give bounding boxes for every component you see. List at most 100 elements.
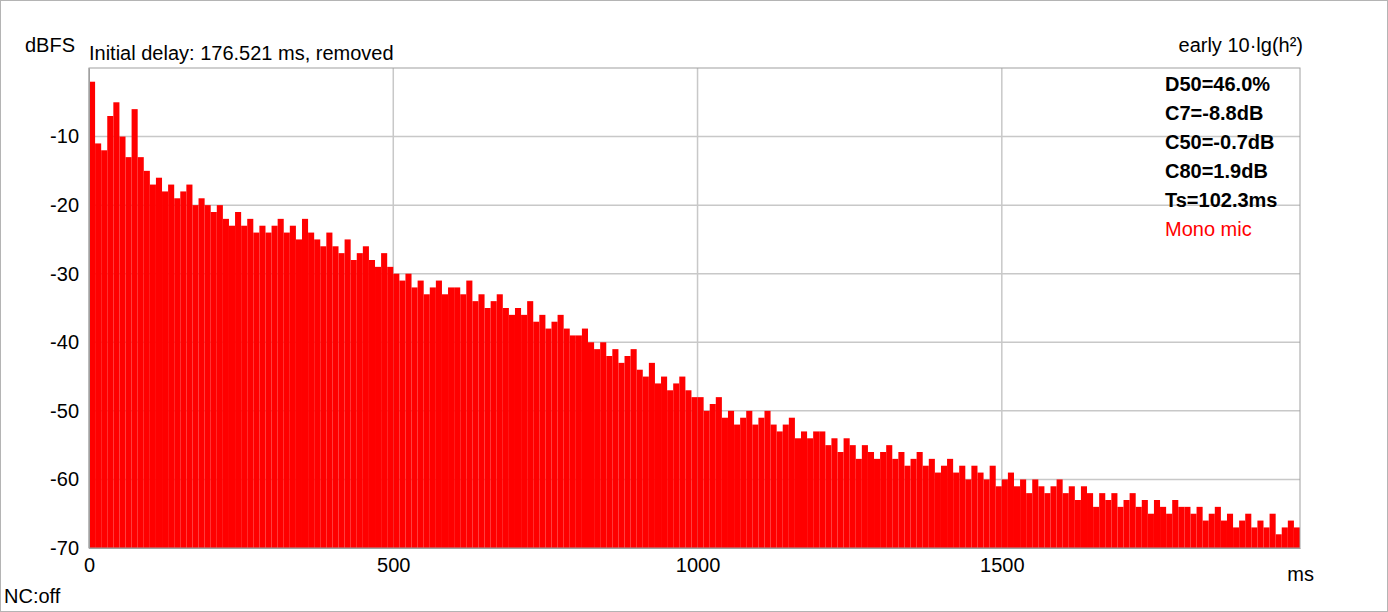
x-axis-line <box>90 548 1301 549</box>
bar <box>1203 521 1209 548</box>
bar <box>314 239 320 548</box>
bar <box>448 287 454 548</box>
bar <box>1050 486 1056 548</box>
bar <box>643 377 649 548</box>
bar <box>1294 527 1300 548</box>
bar <box>442 294 448 548</box>
bar <box>752 425 758 548</box>
bar <box>923 466 929 548</box>
bar <box>241 226 247 548</box>
bar <box>1245 514 1251 548</box>
bar <box>959 466 965 548</box>
x-tick-label: 0 <box>84 554 95 576</box>
bar <box>990 466 996 548</box>
bar <box>1282 527 1288 548</box>
bar <box>856 459 862 548</box>
annotation: C80=1.9dB <box>1165 160 1268 182</box>
grid <box>89 68 1300 548</box>
bar <box>917 452 923 548</box>
y-tick-label: -20 <box>50 194 79 216</box>
bar <box>734 425 740 548</box>
bar <box>1239 521 1245 548</box>
bar <box>1251 527 1257 548</box>
bar <box>819 431 825 548</box>
bar <box>1008 473 1014 548</box>
bar <box>1026 493 1032 548</box>
bar <box>728 411 734 548</box>
bar <box>1069 486 1075 548</box>
bar <box>1184 507 1190 548</box>
bar <box>1093 507 1099 548</box>
bar <box>789 418 795 548</box>
x-axis: 050010001500 <box>84 548 1301 576</box>
bar <box>180 191 186 548</box>
bar <box>783 425 789 548</box>
bar <box>174 198 180 548</box>
bar <box>996 486 1002 548</box>
bar <box>229 226 235 548</box>
bar <box>1227 514 1233 548</box>
bar <box>126 157 132 548</box>
legend-entry: Mono mic <box>1165 218 1252 240</box>
bar <box>740 418 746 548</box>
title: Initial delay: 176.521 ms, removed <box>89 42 394 64</box>
bar <box>332 246 338 548</box>
bars <box>89 82 1300 548</box>
bar <box>1130 493 1136 548</box>
bar <box>412 287 418 548</box>
bar <box>704 411 710 548</box>
bar <box>862 445 868 548</box>
bar <box>533 322 539 548</box>
bar <box>935 473 941 548</box>
y-tick-label: -60 <box>50 468 79 490</box>
bar <box>637 370 643 548</box>
x-tick-label: 1500 <box>980 554 1025 576</box>
bar <box>211 212 217 548</box>
bar <box>1197 507 1203 548</box>
bar <box>393 274 399 548</box>
bar <box>1276 534 1282 548</box>
bar <box>466 281 472 548</box>
bar <box>892 459 898 548</box>
bar <box>625 356 631 548</box>
bar <box>1020 479 1026 548</box>
bar <box>576 335 582 548</box>
bar <box>1044 493 1050 548</box>
bar <box>771 425 777 548</box>
bar <box>363 246 369 548</box>
bar <box>1190 514 1196 548</box>
bar <box>351 260 357 548</box>
bar <box>369 260 375 548</box>
bar <box>192 205 198 548</box>
bar <box>1105 500 1111 548</box>
bar <box>1038 486 1044 548</box>
bar <box>186 185 192 548</box>
chart: 050010001500-70-60-50-40-30-20-10dBFSIni… <box>0 0 1388 612</box>
bar <box>132 109 138 548</box>
subtitle: early 10·lg(h²) <box>1179 34 1303 56</box>
bar <box>472 301 478 548</box>
y-tick: -70 <box>50 537 89 559</box>
bar <box>746 411 752 548</box>
bar <box>710 404 716 548</box>
grid-line-y <box>89 204 1300 206</box>
bar <box>551 322 557 548</box>
bar <box>716 397 722 548</box>
bar <box>1111 493 1117 548</box>
bar <box>1087 493 1093 548</box>
bar <box>558 315 564 548</box>
bar <box>606 356 612 548</box>
bar <box>825 445 831 548</box>
y-tick-label: -50 <box>50 400 79 422</box>
bar <box>764 411 770 548</box>
bar <box>381 253 387 548</box>
bar <box>594 349 600 548</box>
bar <box>691 397 697 548</box>
bar <box>485 308 491 548</box>
bar <box>1124 500 1130 548</box>
bar <box>911 459 917 548</box>
bar <box>205 205 211 548</box>
bar <box>1263 527 1269 548</box>
grid-line-y <box>89 136 1300 138</box>
bar <box>929 459 935 548</box>
